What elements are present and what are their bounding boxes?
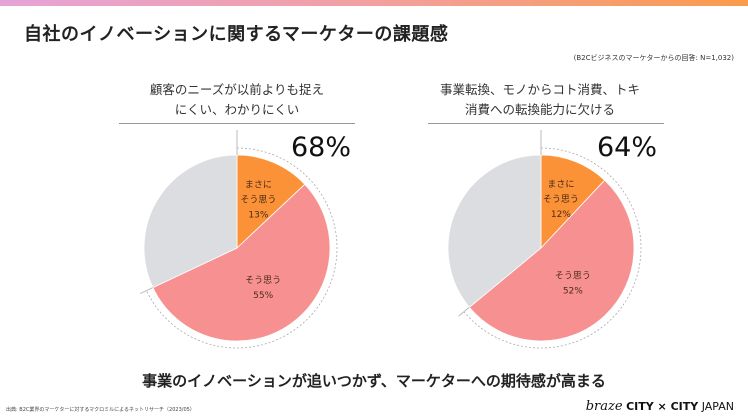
chart-2-total: 64% <box>597 132 658 163</box>
slice-label: まさに <box>547 179 574 190</box>
sample-note: (B2Cビジネスのマーケターからの回答: N=1,032) <box>573 54 734 62</box>
chart-2-title: 事業転換、モノからコト消費、トキ 消費への転換能力に欠ける <box>422 80 658 120</box>
pie-slice-agree <box>468 179 635 342</box>
slice-label: そう思う <box>245 275 281 286</box>
slice-label: まさに <box>245 179 272 190</box>
pie-slice-agree <box>152 183 331 342</box>
source-note: 出典: B2C業界のマーケターに対するマクロミルによるネットリサーチ（2023/… <box>6 407 195 413</box>
chart-2-title-line: 消費への転換能力に欠ける <box>464 102 615 117</box>
chart-2-title-line: 事業転換、モノからコト消費、トキ <box>439 82 640 97</box>
divider <box>428 123 664 124</box>
pie-slice-strongly_agree <box>540 154 606 250</box>
pie-slice-strongly_agree <box>236 154 306 249</box>
accent-bar <box>0 0 748 6</box>
divider <box>119 123 355 124</box>
page-title: 自社のイノベーションに関するマーケターの課題感 <box>24 24 449 45</box>
slice-label: そう思う <box>543 194 579 205</box>
pie-slice-other <box>143 154 238 289</box>
logo-event: CITY × CITY <box>626 400 699 413</box>
slice-label: そう思う <box>240 194 276 205</box>
slice-value-label: 52% <box>563 286 583 296</box>
slice-value-label: 13% <box>248 210 268 220</box>
event-logo: braze CITY × CITY JAPAN <box>586 399 734 414</box>
logo-region: JAPAN <box>701 400 734 413</box>
slice-value-label: 55% <box>253 291 273 301</box>
key-message: 事業のイノベーションが追いつかず、マーケターへの期待感が高まる <box>142 372 606 390</box>
logo-brand: braze <box>585 399 623 414</box>
slice-label: そう思う <box>555 270 591 281</box>
chart-1-title-line: 顧客のニーズが以前よりも捉え <box>149 82 325 97</box>
leader-line <box>139 287 154 295</box>
total-arc <box>463 147 642 349</box>
chart-1-title-line: にくい、わかりにくい <box>174 102 300 117</box>
chart-1-title: 顧客のニーズが以前よりも捉え にくい、わかりにくい <box>119 80 355 120</box>
leader-line <box>458 306 470 317</box>
chart-1-total: 68% <box>291 132 352 163</box>
slice-value-label: 12% <box>551 210 571 220</box>
pie-slice-other <box>447 154 542 308</box>
total-arc <box>146 147 338 349</box>
